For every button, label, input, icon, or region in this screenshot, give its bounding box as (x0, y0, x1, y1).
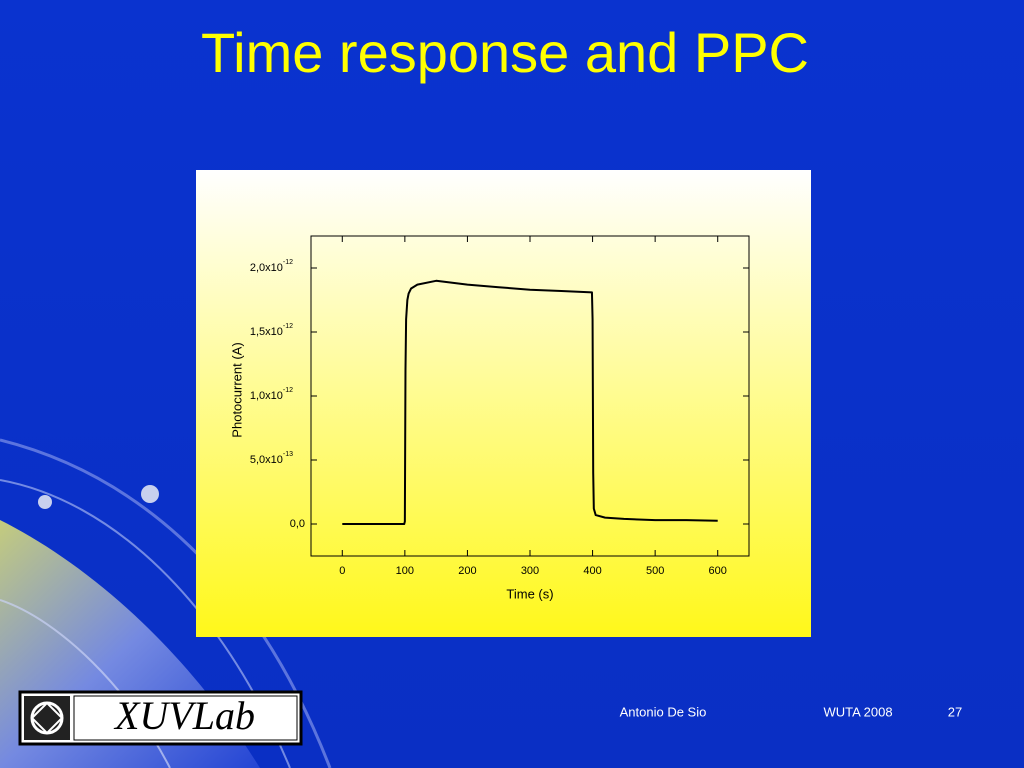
x-axis-title: Time (s) (506, 586, 553, 601)
footer-event: WUTA 2008 (823, 704, 892, 719)
footer-page: 27 (948, 704, 962, 719)
x-tick-label: 100 (396, 565, 414, 577)
footer-author: Antonio De Sio (620, 704, 707, 719)
chart-panel (196, 170, 811, 637)
logo-text: XUVLab (113, 693, 255, 738)
slide-title: Time response and PPC (201, 21, 809, 84)
y-tick-mantissa: 1,0x10 (250, 390, 283, 402)
y-tick-exponent: -12 (283, 323, 293, 330)
y-tick-mantissa: 0,0 (290, 518, 305, 530)
y-tick-label: 0,0 (290, 518, 305, 530)
x-tick-label: 600 (709, 565, 727, 577)
logo: XUVLab (18, 690, 303, 746)
y-tick-label: 1,5x10-12 (250, 323, 293, 338)
y-axis-title: Photocurrent (A) (229, 342, 244, 437)
y-tick-label: 1,0x10-12 (250, 387, 293, 402)
y-tick-exponent: -13 (283, 451, 293, 458)
y-tick-label: 5,0x10-13 (250, 451, 293, 466)
chart: 0 100 200 300 400 500 6000,05,0x10-131,0x10-12… (229, 235, 750, 601)
y-tick-mantissa: 5,0x10 (250, 454, 283, 466)
y-tick-label: 2,0x10-12 (250, 259, 293, 274)
x-tick-label: 0 (339, 565, 345, 577)
x-tick-label: 400 (583, 565, 601, 577)
x-tick-label: 500 (646, 565, 664, 577)
y-tick-exponent: -12 (283, 387, 293, 394)
x-tick-label: 200 (458, 565, 476, 577)
y-tick-exponent: -12 (283, 259, 293, 266)
x-tick-label: 300 (521, 565, 539, 577)
y-tick-mantissa: 1,5x10 (250, 326, 283, 338)
y-tick-mantissa: 2,0x10 (250, 262, 283, 274)
data-line (342, 279, 718, 525)
